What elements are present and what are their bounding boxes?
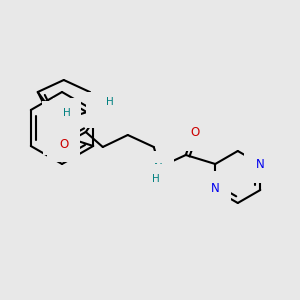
Text: N: N <box>55 130 63 143</box>
Text: N: N <box>98 103 106 116</box>
Text: O: O <box>190 127 200 140</box>
Text: H: H <box>106 97 114 107</box>
Text: N: N <box>54 112 62 126</box>
Text: N: N <box>211 182 220 196</box>
Text: O: O <box>59 137 68 151</box>
Text: H: H <box>63 108 71 118</box>
Text: N: N <box>256 158 265 172</box>
Text: N: N <box>153 163 162 176</box>
Text: H: H <box>152 174 160 184</box>
